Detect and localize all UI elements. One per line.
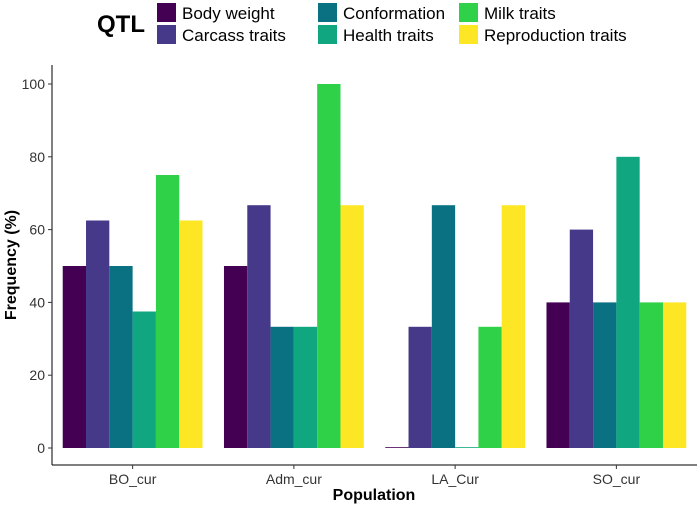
bar-BO_cur-carcass-traits [86, 220, 110, 448]
y-axis-title: Frequency (%) [3, 210, 20, 320]
x-ticks: BO_cur Adm_cur LA_Cur SO_cur [109, 465, 641, 487]
legend-key-conformation [318, 3, 337, 22]
y-tick-label: 40 [29, 294, 45, 310]
bar-LA_Cur-milk-traits [478, 326, 502, 448]
bar-Adm_cur-milk-traits [317, 84, 341, 448]
y-ticks: 0 20 40 60 80 100 [22, 76, 52, 456]
bar-LA_Cur-carcass-traits [408, 326, 432, 448]
bar-BO_cur-body-weight [62, 266, 87, 448]
legend-label: Health traits [343, 26, 434, 45]
bar-LA_Cur-reproduction-traits [501, 205, 526, 448]
bar-SO_cur-milk-traits [639, 302, 663, 448]
y-tick-label: 80 [29, 149, 45, 165]
legend-title: QTL [97, 11, 145, 38]
x-tick-label: SO_cur [593, 471, 641, 487]
bar-BO_cur-milk-traits [155, 175, 180, 448]
legend-key-reproduction-traits [459, 25, 478, 44]
legend-key-carcass-traits [157, 25, 176, 44]
bar-LA_Cur-health-traits [455, 447, 479, 448]
bar-LA_Cur-body-weight [385, 447, 409, 448]
bar-Adm_cur-body-weight [223, 266, 248, 448]
y-tick-label: 20 [29, 367, 45, 383]
bar-Adm_cur-reproduction-traits [340, 205, 364, 448]
y-tick-label: 60 [29, 222, 45, 238]
legend-key-health-traits [318, 25, 337, 44]
legend-key-body-weight [157, 3, 176, 22]
legend-label: Milk traits [484, 4, 556, 23]
legend-key-milk-traits [459, 3, 478, 22]
bar-SO_cur-conformation [593, 302, 617, 448]
bar-SO_cur-health-traits [616, 156, 640, 449]
bar-LA_Cur-conformation [431, 205, 456, 448]
x-axis-title: Population [333, 487, 416, 504]
x-tick-label: Adm_cur [266, 471, 322, 487]
legend: QTL Body weight Carcass traits Conformatio… [97, 3, 627, 45]
bar-Adm_cur-health-traits [293, 326, 318, 448]
x-tick-label: BO_cur [109, 471, 157, 487]
bars [62, 84, 687, 449]
bar-BO_cur-conformation [109, 266, 133, 448]
axes [51, 65, 697, 466]
bar-BO_cur-reproduction-traits [179, 220, 203, 448]
bar-SO_cur-body-weight [546, 302, 570, 448]
y-tick-label: 0 [37, 440, 45, 456]
bar-Adm_cur-conformation [270, 326, 294, 448]
legend-label: Conformation [343, 4, 445, 23]
x-tick-label: LA_Cur [431, 471, 479, 487]
legend-label: Reproduction traits [484, 26, 627, 45]
bar-Adm_cur-carcass-traits [247, 205, 271, 448]
bar-SO_cur-reproduction-traits [662, 302, 687, 448]
bar-SO_cur-carcass-traits [569, 229, 594, 448]
y-tick-label: 100 [22, 76, 46, 92]
bar-BO_cur-health-traits [132, 311, 156, 448]
legend-label: Carcass traits [182, 26, 286, 45]
legend-label: Body weight [182, 4, 275, 23]
